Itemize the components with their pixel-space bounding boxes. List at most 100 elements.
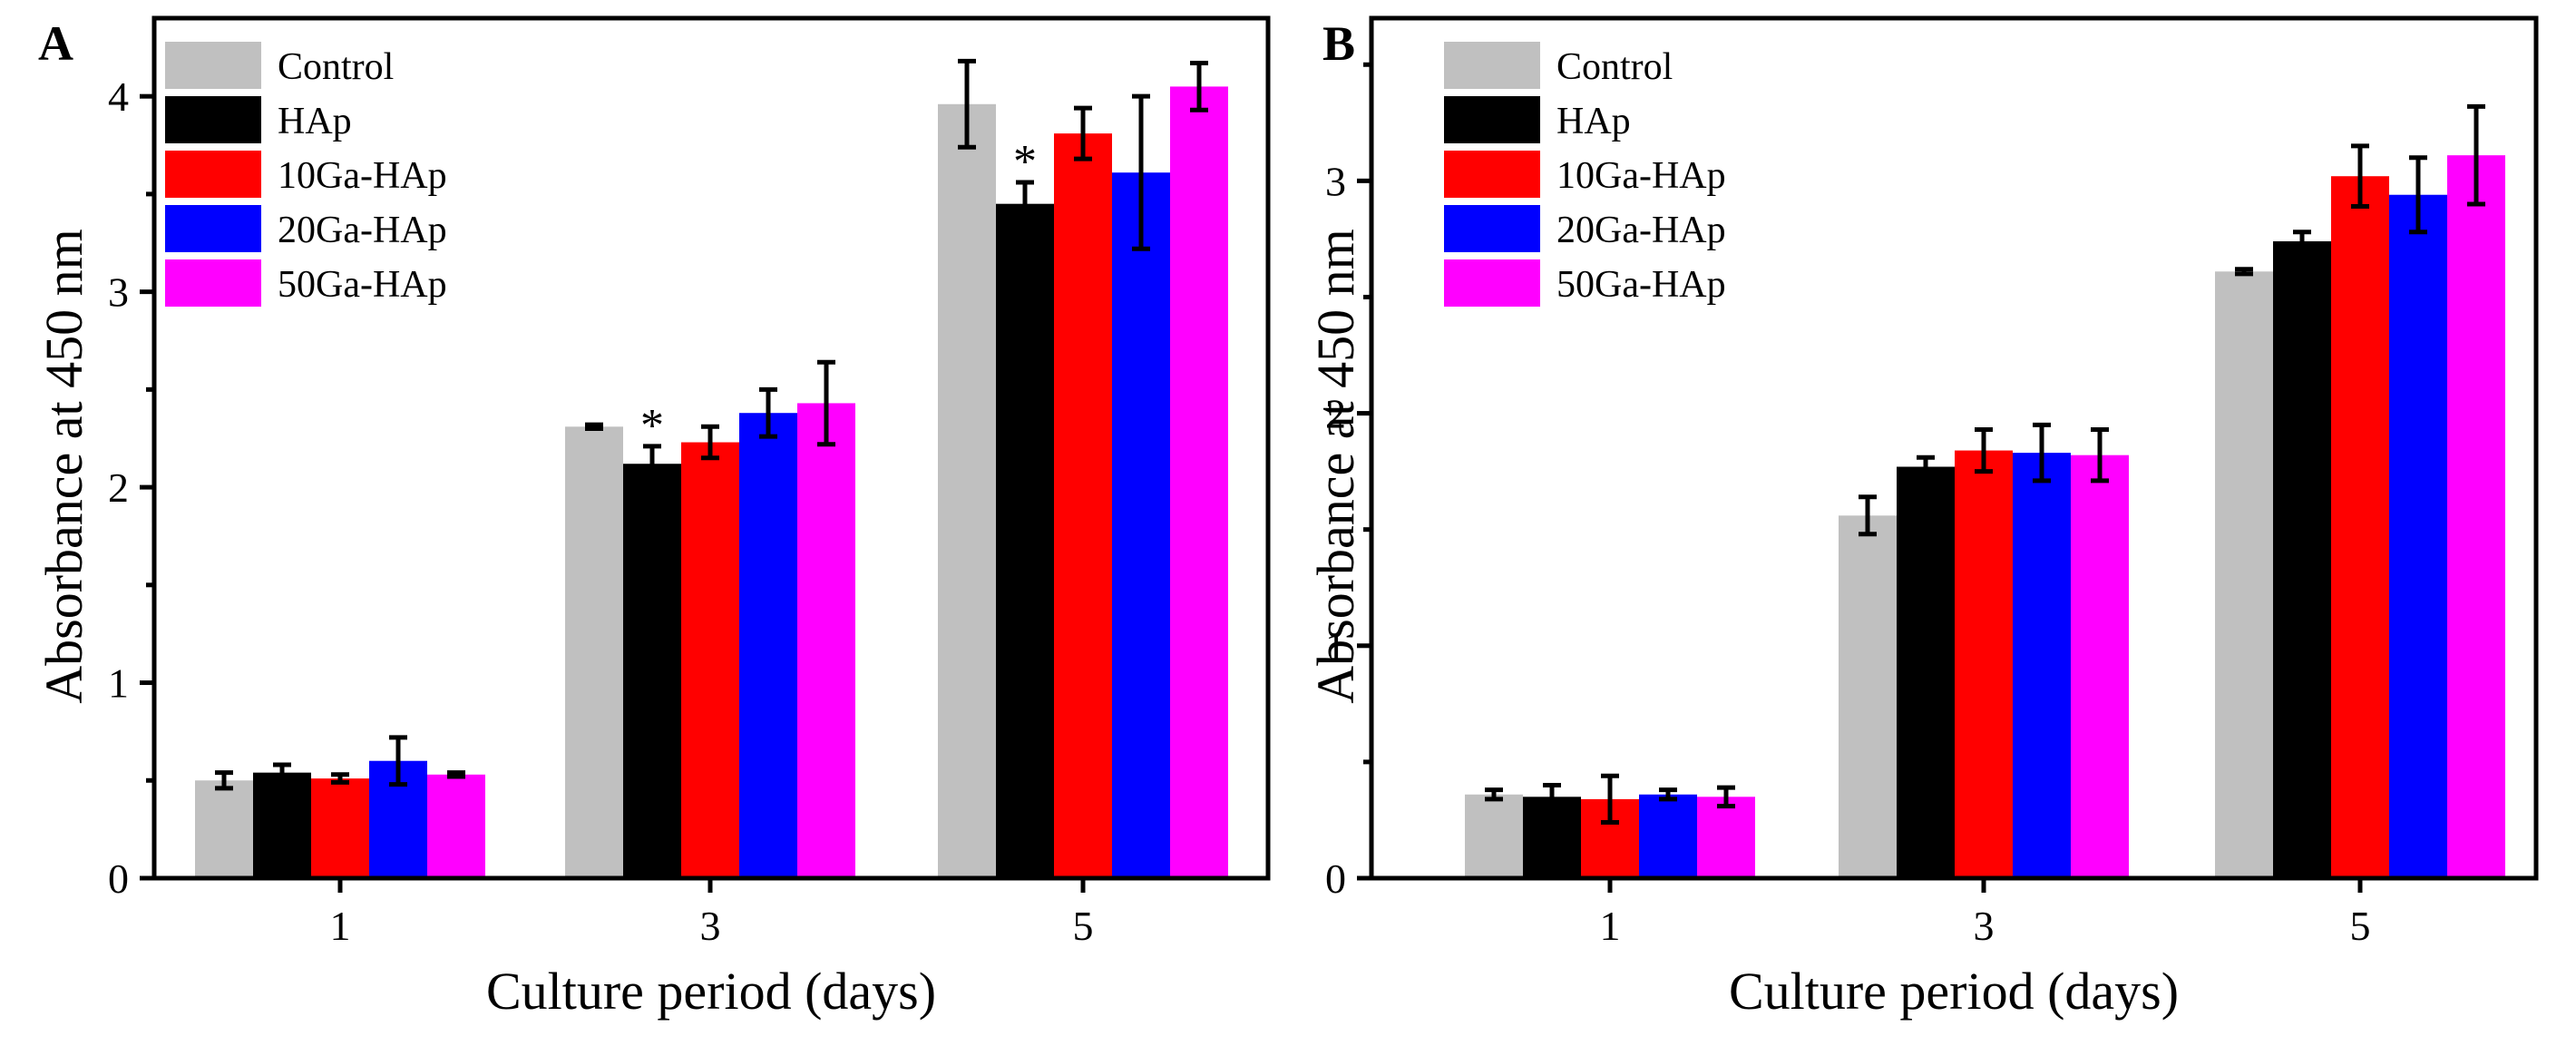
bar-10ga-hap-day-5 — [1054, 133, 1112, 879]
bar-control-day-3 — [1839, 515, 1897, 878]
x-tick-label: 3 — [700, 903, 721, 949]
y-tick-label: 0 — [1325, 855, 1346, 902]
bar-50ga-hap-day-1 — [427, 774, 485, 878]
legend-label-50ga-hap: 50Ga-HAp — [1556, 264, 1726, 306]
y-tick-label: 1 — [1325, 623, 1346, 670]
x-tick-label: 5 — [1073, 903, 1094, 949]
error-bar-50ga-hap-day-3 — [2091, 427, 2109, 484]
x-tick-label: 1 — [1600, 903, 1621, 949]
bar-50ga-hap-day-3 — [797, 403, 855, 879]
error-bar-control-day-5 — [958, 58, 976, 150]
legend-swatch-control — [165, 42, 261, 89]
error-bar-hap-day-1 — [1543, 783, 1561, 811]
panel-label: A — [38, 16, 73, 71]
error-bar-20ga-hap-day-5 — [1132, 93, 1150, 251]
error-bar-50ga-hap-day-3 — [817, 359, 835, 447]
error-bar-10ga-hap-day-1 — [1601, 773, 1619, 826]
bar-50ga-hap-day-1 — [1697, 797, 1755, 878]
error-bar-hap-day-5 — [2293, 230, 2311, 253]
legend-swatch-10ga-hap — [1444, 151, 1540, 198]
bar-hap-day-1 — [253, 772, 311, 878]
bar-20ga-hap-day-3 — [739, 413, 797, 879]
bar-10ga-hap-day-5 — [2331, 176, 2389, 878]
error-bar-hap-day-5 — [1016, 180, 1034, 228]
error-bar-control-day-1 — [1485, 787, 1503, 802]
error-bar-control-day-5 — [2235, 267, 2253, 277]
error-bar-hap-day-3 — [643, 444, 661, 484]
error-bar-50ga-hap-day-1 — [447, 770, 465, 779]
bar-hap-day-5 — [996, 203, 1054, 878]
bar-20ga-hap-day-5 — [1112, 172, 1170, 878]
error-bar-hap-day-1 — [273, 762, 291, 783]
bar-control-day-1 — [195, 780, 253, 878]
bar-control-day-1 — [1465, 794, 1523, 878]
y-tick-label: 2 — [108, 464, 129, 511]
legend-label-20ga-hap: 20Ga-HAp — [278, 210, 447, 251]
y-axis-title: Absorbance at 450 nm — [34, 229, 93, 703]
legend-swatch-hap — [1444, 96, 1540, 143]
error-bar-20ga-hap-day-1 — [389, 735, 407, 787]
x-tick-label: 5 — [2350, 903, 2371, 949]
bar-20ga-hap-day-3 — [2013, 453, 2071, 878]
error-bar-control-day-3 — [1859, 494, 1877, 537]
error-bar-20ga-hap-day-1 — [1659, 787, 1677, 802]
legend-label-20ga-hap: 20Ga-HAp — [1556, 210, 1726, 251]
bar-control-day-3 — [565, 426, 623, 878]
legend-swatch-50ga-hap — [165, 259, 261, 307]
bar-hap-day-3 — [1897, 466, 1955, 878]
legend-label-10ga-hap: 10Ga-HAp — [1556, 155, 1726, 197]
error-bar-20ga-hap-day-5 — [2409, 155, 2427, 235]
plot-frame — [1369, 15, 2539, 881]
error-bar-control-day-1 — [215, 770, 233, 791]
legend-label-control: Control — [278, 46, 394, 88]
error-bar-10ga-hap-day-3 — [701, 424, 719, 461]
panel-label: B — [1322, 16, 1355, 71]
bar-control-day-5 — [2215, 271, 2273, 879]
error-bar-50ga-hap-day-5 — [2467, 103, 2485, 207]
legend-label-10ga-hap: 10Ga-HAp — [278, 155, 447, 197]
bar-50ga-hap-day-5 — [1170, 86, 1228, 879]
y-tick-label: 1 — [108, 660, 129, 707]
error-bar-10ga-hap-day-5 — [1074, 105, 1092, 161]
legend: Control HAp 10Ga-HAp 20Ga-HAp 50Ga-HAp — [1444, 42, 1726, 307]
bar-20ga-hap-day-5 — [2389, 194, 2447, 879]
error-bar-20ga-hap-day-3 — [759, 386, 777, 439]
x-tick-label: 3 — [1974, 903, 1995, 949]
error-bar-hap-day-3 — [1917, 455, 1935, 479]
legend-swatch-50ga-hap — [1444, 259, 1540, 307]
y-tick-label: 3 — [1325, 158, 1346, 204]
bar-10ga-hap-day-1 — [311, 778, 369, 878]
x-axis-title: Culture period (days) — [486, 962, 936, 1021]
legend-label-control: Control — [1556, 46, 1673, 88]
legend-label-hap: HAp — [278, 101, 352, 142]
bar-50ga-hap-day-3 — [2071, 455, 2129, 878]
error-bar-10ga-hap-day-5 — [2351, 143, 2369, 210]
error-bar-20ga-hap-day-3 — [2033, 422, 2051, 484]
y-axis-title: Absorbance at 450 nm — [1306, 229, 1365, 703]
error-bar-control-day-3 — [585, 422, 603, 431]
bar-50ga-hap-day-5 — [2447, 155, 2505, 878]
bar-10ga-hap-day-3 — [1955, 450, 2013, 878]
legend-swatch-20ga-hap — [1444, 205, 1540, 252]
significance-marker: * — [1013, 136, 1037, 188]
y-tick-label: 4 — [108, 73, 129, 120]
bar-control-day-5 — [938, 103, 996, 879]
error-bar-50ga-hap-day-1 — [1717, 785, 1735, 809]
bar-hap-day-3 — [623, 464, 681, 878]
bar-10ga-hap-day-3 — [681, 442, 739, 878]
x-axis-title: Culture period (days) — [1729, 962, 2179, 1021]
bar-hap-day-5 — [2273, 240, 2331, 879]
legend-label-hap: HAp — [1556, 101, 1631, 142]
legend-swatch-10ga-hap — [165, 151, 261, 198]
legend-swatch-hap — [165, 96, 261, 143]
legend-label-50ga-hap: 50Ga-HAp — [278, 264, 447, 306]
y-tick-label: 3 — [108, 269, 129, 316]
y-tick-label: 0 — [108, 855, 129, 902]
panel-a: * * 0 1 2 3 4 1 3 5 Culture period (days) Absorbanc… — [34, 15, 1271, 1021]
legend-swatch-20ga-hap — [165, 205, 261, 252]
error-bar-50ga-hap-day-5 — [1190, 61, 1208, 112]
error-bar-10ga-hap-day-1 — [331, 772, 349, 785]
panel-b: 0 1 2 3 1 3 5 Culture period (days) Absorbance a… — [1306, 15, 2539, 1021]
legend-swatch-control — [1444, 42, 1540, 89]
